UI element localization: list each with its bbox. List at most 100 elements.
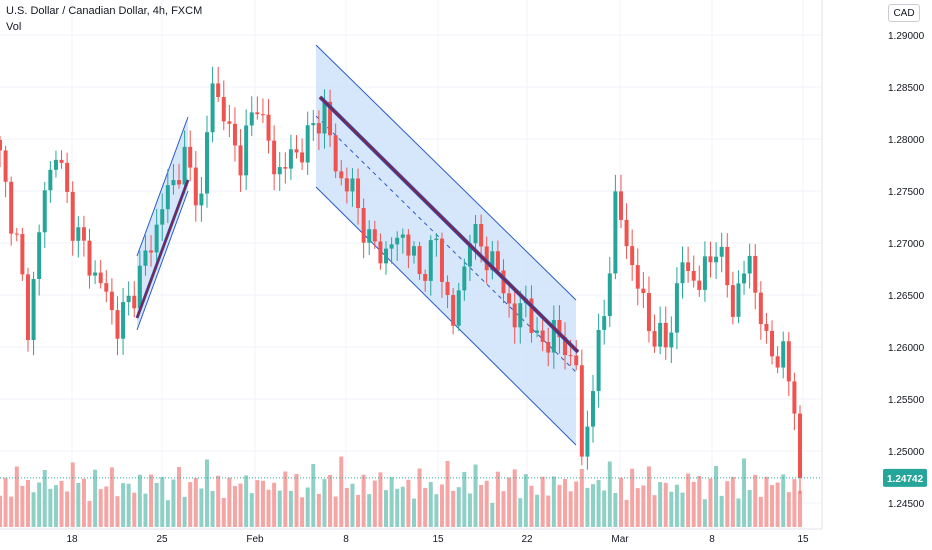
volume-bar [3, 477, 8, 527]
candle-body [137, 265, 142, 309]
volume-bar [736, 498, 741, 527]
candle-body [199, 193, 204, 206]
price-axis[interactable]: 1.24500 1.25000 1.25500 1.26000 1.26500 1.270… [883, 31, 927, 510]
candle-body [557, 319, 562, 338]
regression-line-main [319, 96, 579, 353]
candle-body [736, 283, 741, 317]
candle-body [300, 152, 305, 163]
time-tick-label: 22 [521, 534, 533, 545]
price-tick-label: 1.26000 [888, 343, 925, 354]
volume-bar [798, 490, 802, 527]
candle-body [333, 135, 338, 172]
candlesticks [0, 66, 802, 494]
candle-body [70, 191, 75, 241]
volume-bar [300, 497, 305, 527]
volume-bar [288, 490, 293, 527]
candle-body [356, 178, 361, 208]
candle-body [456, 290, 461, 326]
candle-body [585, 426, 590, 457]
candle-body [31, 278, 36, 341]
volume-bar [266, 489, 271, 527]
candle-body [546, 341, 551, 353]
candle-body [9, 181, 14, 234]
candle-body [691, 270, 696, 281]
candle-body [663, 322, 668, 348]
volume-bar [9, 496, 14, 527]
candle-body [288, 149, 293, 169]
candle-body [574, 355, 579, 366]
chart-title: U.S. Dollar / Canadian Dollar, 4h, FXCM [6, 5, 203, 17]
candle-body [490, 251, 495, 271]
candle-body [775, 356, 780, 368]
time-axis[interactable]: 18 25 Feb 8 15 22 Mar 8 15 [66, 534, 809, 545]
volume-bar [14, 466, 19, 527]
candle-body [658, 322, 663, 347]
volume-bar [255, 480, 260, 527]
candle-body [115, 310, 120, 339]
volume-bar [316, 493, 321, 527]
candle-body [512, 303, 517, 328]
candle-body [20, 234, 25, 275]
volume-bar [188, 482, 193, 527]
volume-bar [305, 487, 310, 527]
candle-body [65, 162, 70, 192]
candle-body [702, 256, 707, 290]
candle-body [149, 250, 154, 253]
volume-bar [568, 491, 573, 527]
volume-bar [686, 473, 691, 527]
candle-body [76, 227, 81, 241]
volume-bar [272, 482, 277, 527]
candle-body [596, 329, 601, 392]
candle-body [14, 233, 19, 235]
time-tick-label: 15 [797, 534, 809, 545]
candle-body [428, 240, 433, 281]
candle-body [467, 243, 472, 267]
volume-bar [714, 466, 719, 527]
candle-body [411, 246, 416, 256]
volume-bar [350, 483, 355, 527]
candle-body [563, 337, 568, 356]
volume-bar [132, 492, 137, 527]
time-tick-label: 8 [709, 534, 715, 545]
volume-bar [591, 484, 596, 527]
volume-bar [361, 474, 366, 527]
currency-button[interactable]: CAD [888, 4, 920, 22]
candle-body [786, 341, 791, 382]
candle-body [501, 270, 506, 294]
candle-body [87, 240, 92, 276]
volume-bar [557, 484, 562, 527]
volume-bar [0, 495, 2, 527]
candle-body [266, 114, 271, 141]
candle-body [742, 273, 747, 284]
volume-bar [697, 476, 702, 527]
volume-bar [473, 464, 478, 527]
candle-body [316, 123, 321, 134]
volume-bar [182, 496, 187, 527]
volume-bar [339, 456, 344, 527]
candle-body [770, 330, 775, 357]
candle-body [305, 125, 310, 163]
candle-body [221, 97, 226, 122]
price-tick-label: 1.26500 [888, 291, 925, 302]
candle-body [484, 246, 489, 271]
candle-body [669, 332, 674, 348]
volume-bar [93, 469, 98, 527]
candle-body [568, 355, 573, 357]
candle-body [255, 112, 260, 115]
candle-body [244, 125, 249, 176]
candle-body [753, 255, 758, 293]
volume-bar [238, 483, 243, 527]
candle-body [607, 273, 612, 317]
volume-bar [753, 474, 758, 527]
volume-bar [277, 490, 282, 527]
drawing-tools[interactable] [136, 44, 577, 446]
candle-body [322, 101, 327, 134]
volume-bar [702, 499, 707, 527]
volume-bar [283, 471, 288, 527]
channel-fill-main [316, 45, 576, 445]
time-tick-label: 18 [66, 534, 78, 545]
candle-body [42, 190, 47, 233]
volume-bar [160, 477, 165, 527]
candle-body [339, 171, 344, 179]
